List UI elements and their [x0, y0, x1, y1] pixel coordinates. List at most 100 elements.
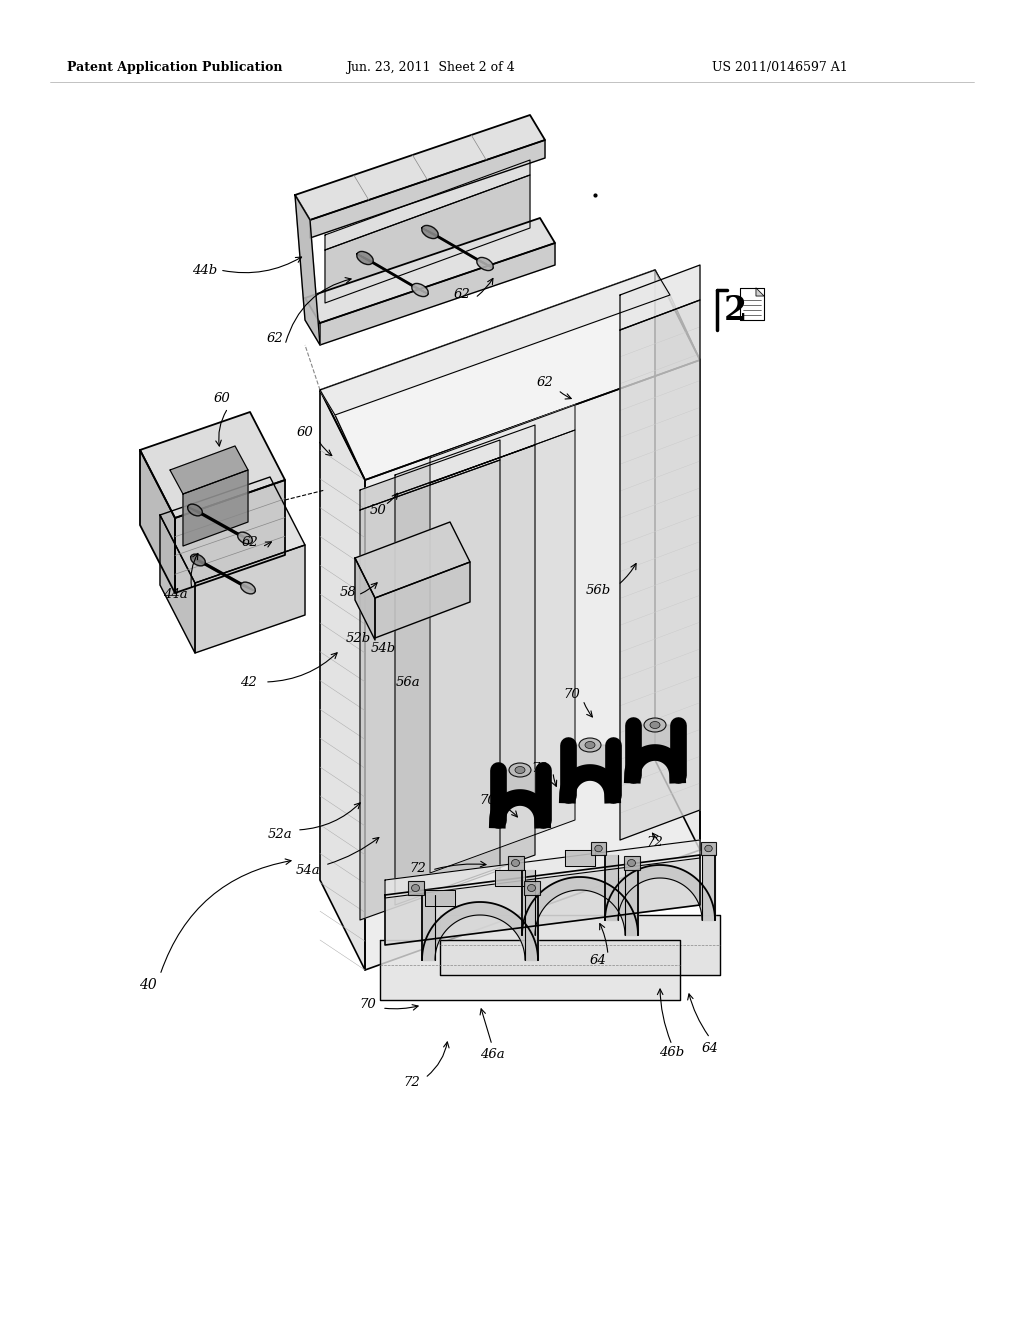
Text: 2: 2	[723, 293, 746, 326]
Ellipse shape	[512, 859, 519, 866]
Ellipse shape	[477, 257, 494, 271]
Polygon shape	[310, 140, 545, 238]
Polygon shape	[522, 876, 638, 935]
Ellipse shape	[187, 504, 203, 516]
Polygon shape	[385, 840, 700, 898]
Polygon shape	[655, 271, 700, 850]
FancyBboxPatch shape	[591, 842, 606, 855]
Text: 64: 64	[701, 1041, 719, 1055]
Ellipse shape	[422, 226, 438, 239]
Text: Patent Application Publication: Patent Application Publication	[68, 62, 283, 74]
Polygon shape	[191, 557, 255, 591]
Text: 40: 40	[139, 978, 157, 993]
Ellipse shape	[412, 284, 428, 297]
Polygon shape	[355, 521, 470, 598]
Polygon shape	[633, 725, 678, 775]
Text: US 2011/0146597 A1: US 2011/0146597 A1	[712, 62, 848, 74]
Polygon shape	[605, 865, 715, 920]
Text: 58: 58	[340, 586, 356, 598]
Polygon shape	[495, 870, 525, 886]
Text: 60: 60	[297, 425, 313, 438]
Polygon shape	[756, 288, 764, 296]
Polygon shape	[365, 360, 700, 970]
Polygon shape	[140, 450, 175, 593]
Polygon shape	[360, 459, 500, 920]
Text: 70: 70	[359, 998, 377, 1011]
Polygon shape	[422, 902, 538, 960]
Text: 70: 70	[479, 793, 497, 807]
Ellipse shape	[412, 884, 420, 891]
Ellipse shape	[644, 718, 666, 733]
Ellipse shape	[579, 738, 601, 752]
Ellipse shape	[190, 554, 206, 566]
Ellipse shape	[241, 582, 255, 594]
Text: 52a: 52a	[267, 829, 292, 842]
Text: 64: 64	[590, 953, 606, 966]
Polygon shape	[319, 243, 555, 345]
Polygon shape	[385, 855, 700, 945]
Text: 62: 62	[454, 289, 470, 301]
Polygon shape	[195, 545, 305, 653]
Text: 46a: 46a	[479, 1048, 504, 1061]
Ellipse shape	[650, 722, 660, 729]
Polygon shape	[160, 477, 305, 583]
Polygon shape	[395, 425, 535, 495]
FancyBboxPatch shape	[508, 855, 523, 870]
Polygon shape	[325, 176, 530, 304]
Text: 72: 72	[410, 862, 426, 874]
Polygon shape	[170, 446, 248, 494]
Polygon shape	[740, 288, 764, 319]
Polygon shape	[620, 300, 700, 840]
Polygon shape	[325, 160, 530, 249]
Text: 44b: 44b	[193, 264, 218, 276]
Polygon shape	[565, 850, 595, 866]
Ellipse shape	[238, 532, 252, 544]
Ellipse shape	[509, 763, 531, 777]
Polygon shape	[430, 405, 575, 483]
Text: Jun. 23, 2011  Sheet 2 of 4: Jun. 23, 2011 Sheet 2 of 4	[346, 62, 514, 74]
FancyBboxPatch shape	[408, 880, 424, 895]
Polygon shape	[422, 228, 493, 268]
Text: 72: 72	[531, 762, 549, 775]
Polygon shape	[360, 440, 500, 510]
Text: 72: 72	[646, 837, 664, 850]
Ellipse shape	[628, 859, 636, 866]
Ellipse shape	[527, 884, 536, 891]
Ellipse shape	[585, 742, 595, 748]
Polygon shape	[425, 890, 455, 906]
Polygon shape	[175, 480, 285, 593]
Polygon shape	[357, 253, 428, 294]
Polygon shape	[160, 515, 195, 653]
Text: 50: 50	[370, 503, 386, 516]
Text: 54a: 54a	[296, 863, 321, 876]
Text: 54b: 54b	[371, 642, 395, 655]
Text: 72: 72	[403, 1076, 421, 1089]
Text: 60: 60	[214, 392, 230, 404]
Text: 46b: 46b	[659, 1047, 685, 1060]
Text: 62: 62	[242, 536, 258, 549]
Text: 52b: 52b	[345, 631, 371, 644]
Polygon shape	[305, 218, 555, 323]
Polygon shape	[498, 770, 543, 820]
Ellipse shape	[515, 767, 525, 774]
Polygon shape	[625, 870, 638, 935]
Polygon shape	[355, 558, 375, 640]
Text: 42: 42	[240, 676, 256, 689]
Polygon shape	[295, 195, 319, 345]
Text: 56b: 56b	[586, 583, 610, 597]
Polygon shape	[140, 412, 285, 517]
Ellipse shape	[705, 845, 713, 851]
Text: 56a: 56a	[395, 676, 420, 689]
Text: 62: 62	[537, 376, 553, 389]
Polygon shape	[183, 470, 248, 546]
Polygon shape	[522, 870, 535, 935]
Text: 44a: 44a	[163, 589, 187, 602]
Text: 70: 70	[563, 689, 581, 701]
Polygon shape	[375, 562, 470, 638]
Polygon shape	[422, 895, 435, 960]
FancyBboxPatch shape	[701, 842, 716, 855]
Polygon shape	[188, 507, 252, 541]
Polygon shape	[620, 265, 700, 330]
Polygon shape	[319, 389, 365, 970]
Polygon shape	[605, 855, 618, 920]
